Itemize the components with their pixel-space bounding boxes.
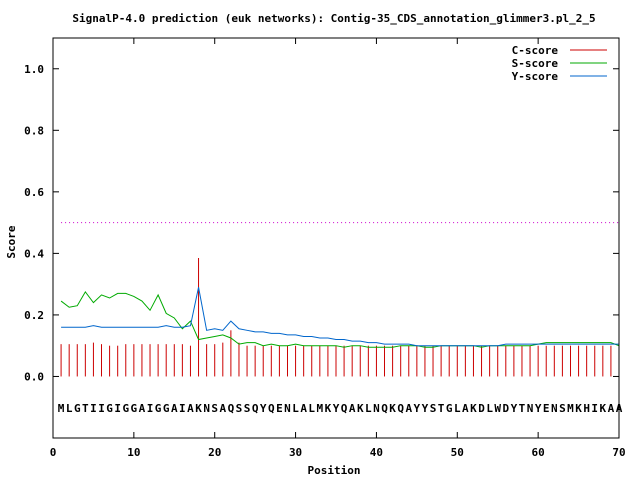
- sequence-letter-48: T: [438, 402, 445, 415]
- x-tick-label-10: 10: [127, 446, 140, 459]
- y-axis-label: Score: [5, 225, 18, 258]
- sequence-letter-67: I: [591, 402, 598, 415]
- sequence-letter-47: S: [430, 402, 437, 415]
- sequence-letter-65: K: [575, 402, 582, 415]
- x-tick-label-30: 30: [289, 446, 302, 459]
- sequence-letter-41: Q: [381, 402, 388, 415]
- sequence-letter-50: L: [454, 402, 461, 415]
- sequence-letter-45: Y: [414, 402, 421, 415]
- sequence-letter-18: K: [195, 402, 202, 415]
- sequence-letter-43: Q: [397, 402, 404, 415]
- sequence-letter-14: G: [163, 402, 170, 415]
- sequence-letter-13: G: [155, 402, 162, 415]
- sequence-letter-11: A: [139, 402, 146, 415]
- sequence-letter-3: G: [74, 402, 81, 415]
- sequence-letter-8: I: [114, 402, 121, 415]
- sequence-letter-22: Q: [228, 402, 235, 415]
- sequence-letter-36: Q: [341, 402, 348, 415]
- sequence-letter-1: M: [58, 402, 65, 415]
- x-tick-label-50: 50: [451, 446, 464, 459]
- axis-ticks: 0 10 20 30 40 50 60 70 0.0 0.2 0.4 0.6 0.8 1.0: [24, 38, 626, 459]
- y-tick-label-0: 0.0: [24, 370, 44, 383]
- sequence-letter-9: G: [122, 402, 129, 415]
- sequence-letter-56: D: [502, 402, 509, 415]
- sequence-letter-37: A: [349, 402, 356, 415]
- sequence-letter-69: A: [608, 402, 615, 415]
- sequence-letter-16: I: [179, 402, 186, 415]
- x-tick-label-60: 60: [532, 446, 545, 459]
- y-tick-label-3: 0.6: [24, 186, 44, 199]
- sequence-letter-31: A: [300, 402, 307, 415]
- sequence-letter-63: S: [559, 402, 566, 415]
- y-tick-label-1: 0.2: [24, 309, 44, 322]
- sequence-letter-19: N: [203, 402, 210, 415]
- sequence-letter-4: T: [82, 402, 89, 415]
- sequence-letter-28: E: [276, 402, 283, 415]
- sequence-letter-29: N: [284, 402, 291, 415]
- sequence-letter-24: S: [244, 402, 251, 415]
- sequence-letter-39: L: [365, 402, 372, 415]
- sequence-letter-2: L: [66, 402, 73, 415]
- sequence-letter-15: A: [171, 402, 178, 415]
- sequence-letter-21: A: [219, 402, 226, 415]
- x-tick-label-40: 40: [370, 446, 383, 459]
- sequence-letter-42: K: [389, 402, 396, 415]
- sequence-letter-35: Y: [333, 402, 340, 415]
- sequence-letter-49: G: [446, 402, 453, 415]
- x-tick-label-70: 70: [612, 446, 625, 459]
- plot-frame: [52, 37, 620, 439]
- sequence-letter-51: A: [462, 402, 469, 415]
- sequence-letter-33: M: [317, 402, 324, 415]
- y-tick-label-2: 0.4: [24, 247, 44, 260]
- sequence-letter-52: K: [470, 402, 477, 415]
- sequence-letter-25: Q: [252, 402, 259, 415]
- sequence-letter-17: A: [187, 402, 194, 415]
- sequence-letter-27: Q: [268, 402, 275, 415]
- sequence-letter-64: M: [567, 402, 574, 415]
- sequence-letter-61: E: [543, 402, 550, 415]
- sequence-letter-5: I: [90, 402, 97, 415]
- y-score-legend-label: Y-score: [512, 70, 559, 83]
- x-tick-label-20: 20: [208, 446, 221, 459]
- sequence-letter-68: K: [600, 402, 607, 415]
- sequence-letter-26: Y: [260, 402, 267, 415]
- y-score-line: [61, 287, 619, 347]
- sequence-letter-34: K: [325, 402, 332, 415]
- sequence-letter-6: I: [98, 402, 105, 415]
- sequence-letter-62: N: [551, 402, 558, 415]
- sequence-letter-55: W: [494, 402, 501, 415]
- sequence-letter-66: H: [583, 402, 590, 415]
- s-score-legend-label: S-score: [512, 57, 559, 70]
- sequence-letter-23: S: [236, 402, 243, 415]
- sequence-letter-32: L: [308, 402, 315, 415]
- sequence-letter-20: S: [211, 402, 218, 415]
- chart-title: SignalP-4.0 prediction (euk networks): C…: [72, 12, 595, 25]
- x-axis-label: Position: [308, 464, 361, 477]
- sequence-letter-54: L: [486, 402, 493, 415]
- sequence-letter-44: A: [405, 402, 412, 415]
- sequence-letter-7: G: [106, 402, 113, 415]
- sequence-letter-46: Y: [422, 402, 429, 415]
- sequence-letter-38: K: [357, 402, 364, 415]
- sequence-letter-10: G: [131, 402, 138, 415]
- sequence-letter-58: T: [519, 402, 526, 415]
- x-tick-label-0: 0: [50, 446, 57, 459]
- sequence-letter-57: Y: [511, 402, 518, 415]
- sequence-letter-12: I: [147, 402, 154, 415]
- c-score-legend-label: C-score: [512, 44, 559, 57]
- sequence-letter-60: Y: [535, 402, 542, 415]
- sequence-letter-59: N: [527, 402, 534, 415]
- sequence-letter-40: N: [373, 402, 380, 415]
- y-tick-label-5: 1.0: [24, 63, 44, 76]
- sequence-letter-30: L: [292, 402, 299, 415]
- s-score-line: [60, 290, 620, 348]
- sequence-letter-53: D: [478, 402, 485, 415]
- y-tick-label-4: 0.8: [24, 124, 44, 137]
